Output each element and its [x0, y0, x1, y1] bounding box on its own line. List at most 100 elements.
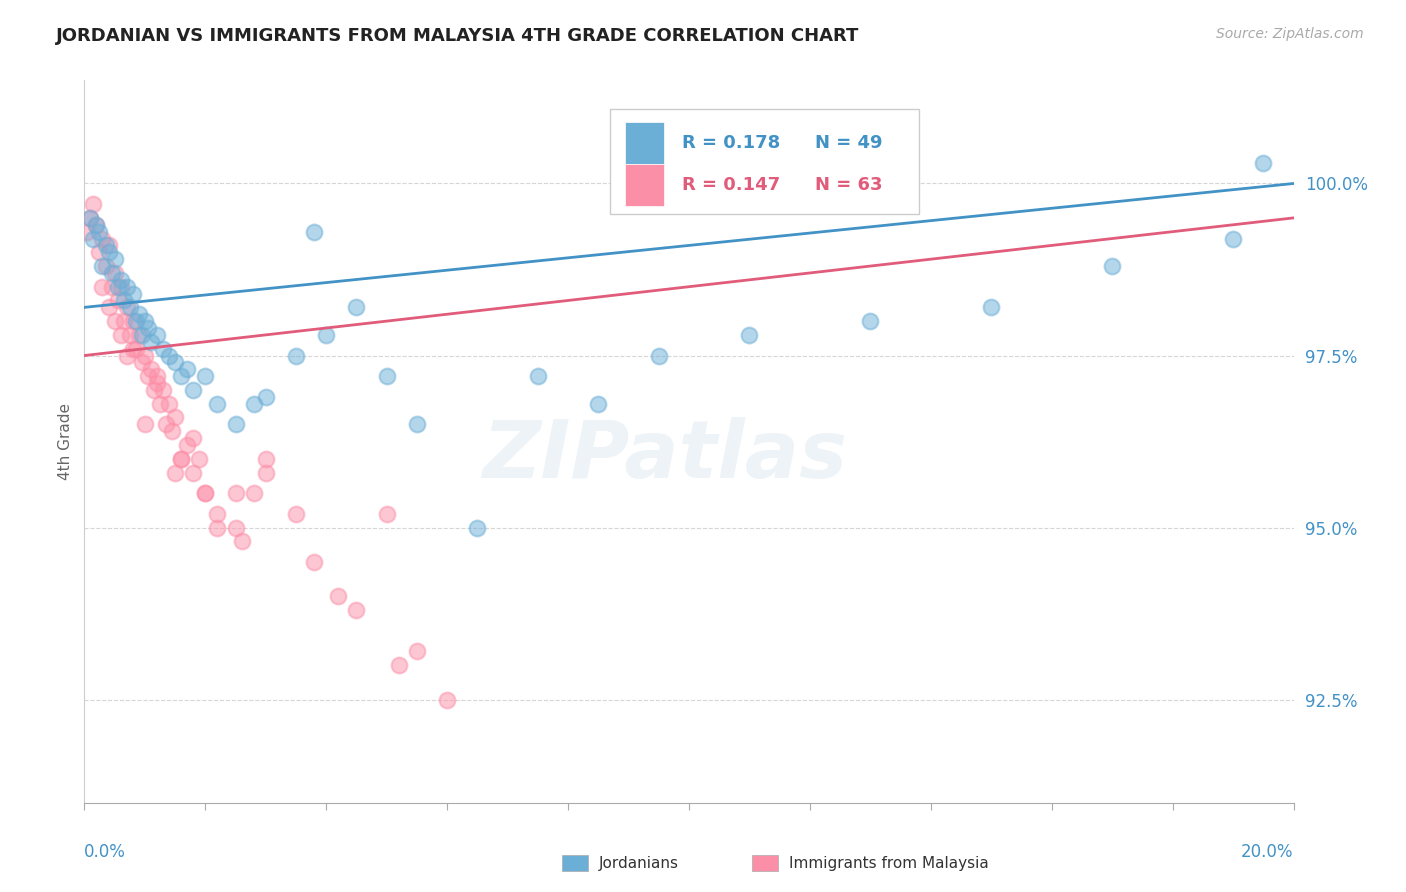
- Point: [859, 314, 882, 328]
- Point: [121, 342, 143, 356]
- Point: [115, 279, 138, 293]
- Point: [328, 590, 350, 604]
- Text: ZIPatlas: ZIPatlas: [482, 417, 848, 495]
- Point: [527, 369, 550, 384]
- Point: [100, 279, 122, 293]
- Point: [231, 534, 253, 549]
- Point: [254, 390, 277, 404]
- Point: [125, 342, 148, 356]
- Point: [118, 327, 141, 342]
- Bar: [624, 163, 664, 205]
- Point: [170, 369, 193, 384]
- Point: [302, 555, 325, 569]
- Point: [285, 349, 308, 363]
- Point: [188, 451, 211, 466]
- Point: [128, 307, 150, 321]
- Point: [121, 286, 143, 301]
- Point: [131, 355, 153, 369]
- Point: [131, 327, 153, 342]
- Point: [467, 520, 489, 534]
- Point: [115, 301, 138, 315]
- Point: [254, 451, 277, 466]
- Point: [588, 397, 610, 411]
- Point: [97, 245, 120, 260]
- Point: [285, 507, 308, 521]
- Point: [207, 507, 229, 521]
- Point: [176, 362, 198, 376]
- Point: [315, 327, 337, 342]
- Point: [157, 397, 180, 411]
- Bar: [624, 121, 664, 163]
- Point: [94, 238, 117, 252]
- Point: [176, 438, 198, 452]
- Point: [125, 314, 148, 328]
- Point: [91, 279, 114, 293]
- Point: [155, 417, 177, 432]
- Point: [160, 424, 183, 438]
- Point: [181, 431, 204, 445]
- Point: [181, 466, 204, 480]
- Point: [97, 238, 120, 252]
- Text: Jordanians: Jordanians: [599, 856, 679, 871]
- Point: [76, 225, 98, 239]
- Point: [194, 369, 217, 384]
- Point: [346, 301, 368, 315]
- Text: R = 0.147: R = 0.147: [682, 176, 780, 194]
- Point: [107, 293, 129, 308]
- Point: [121, 314, 143, 328]
- Point: [110, 279, 132, 293]
- Point: [97, 301, 120, 315]
- Point: [152, 342, 174, 356]
- Text: N = 49: N = 49: [814, 134, 882, 152]
- Text: N = 63: N = 63: [814, 176, 882, 194]
- Point: [149, 397, 172, 411]
- Point: [225, 417, 247, 432]
- Point: [388, 658, 411, 673]
- Point: [302, 225, 325, 239]
- Bar: [610, 109, 918, 214]
- Point: [346, 603, 368, 617]
- Point: [134, 417, 156, 432]
- Y-axis label: 4th Grade: 4th Grade: [58, 403, 73, 480]
- Point: [170, 451, 193, 466]
- Point: [242, 397, 264, 411]
- Text: R = 0.178: R = 0.178: [682, 134, 780, 152]
- Point: [94, 259, 117, 273]
- Point: [134, 349, 156, 363]
- Point: [152, 383, 174, 397]
- Point: [104, 252, 127, 267]
- Text: 0.0%: 0.0%: [84, 843, 127, 861]
- Point: [118, 301, 141, 315]
- Text: JORDANIAN VS IMMIGRANTS FROM MALAYSIA 4TH GRADE CORRELATION CHART: JORDANIAN VS IMMIGRANTS FROM MALAYSIA 4T…: [56, 27, 859, 45]
- Point: [112, 293, 135, 308]
- Point: [100, 266, 122, 280]
- Point: [136, 321, 159, 335]
- Point: [89, 225, 111, 239]
- Point: [181, 383, 204, 397]
- Point: [194, 486, 217, 500]
- Point: [1253, 156, 1275, 170]
- Point: [146, 327, 169, 342]
- Point: [406, 644, 429, 658]
- Point: [242, 486, 264, 500]
- Point: [165, 355, 187, 369]
- Point: [82, 231, 104, 245]
- Point: [225, 520, 247, 534]
- Point: [82, 197, 104, 211]
- Point: [165, 410, 187, 425]
- Point: [254, 466, 277, 480]
- Point: [1101, 259, 1123, 273]
- Point: [112, 314, 135, 328]
- Text: Immigrants from Malaysia: Immigrants from Malaysia: [789, 856, 988, 871]
- Point: [406, 417, 429, 432]
- Point: [136, 369, 159, 384]
- Point: [648, 349, 671, 363]
- Point: [104, 314, 127, 328]
- Point: [79, 211, 101, 225]
- Point: [1222, 231, 1244, 245]
- Point: [104, 266, 127, 280]
- Point: [91, 259, 114, 273]
- Point: [110, 273, 132, 287]
- Point: [375, 369, 398, 384]
- Point: [225, 486, 247, 500]
